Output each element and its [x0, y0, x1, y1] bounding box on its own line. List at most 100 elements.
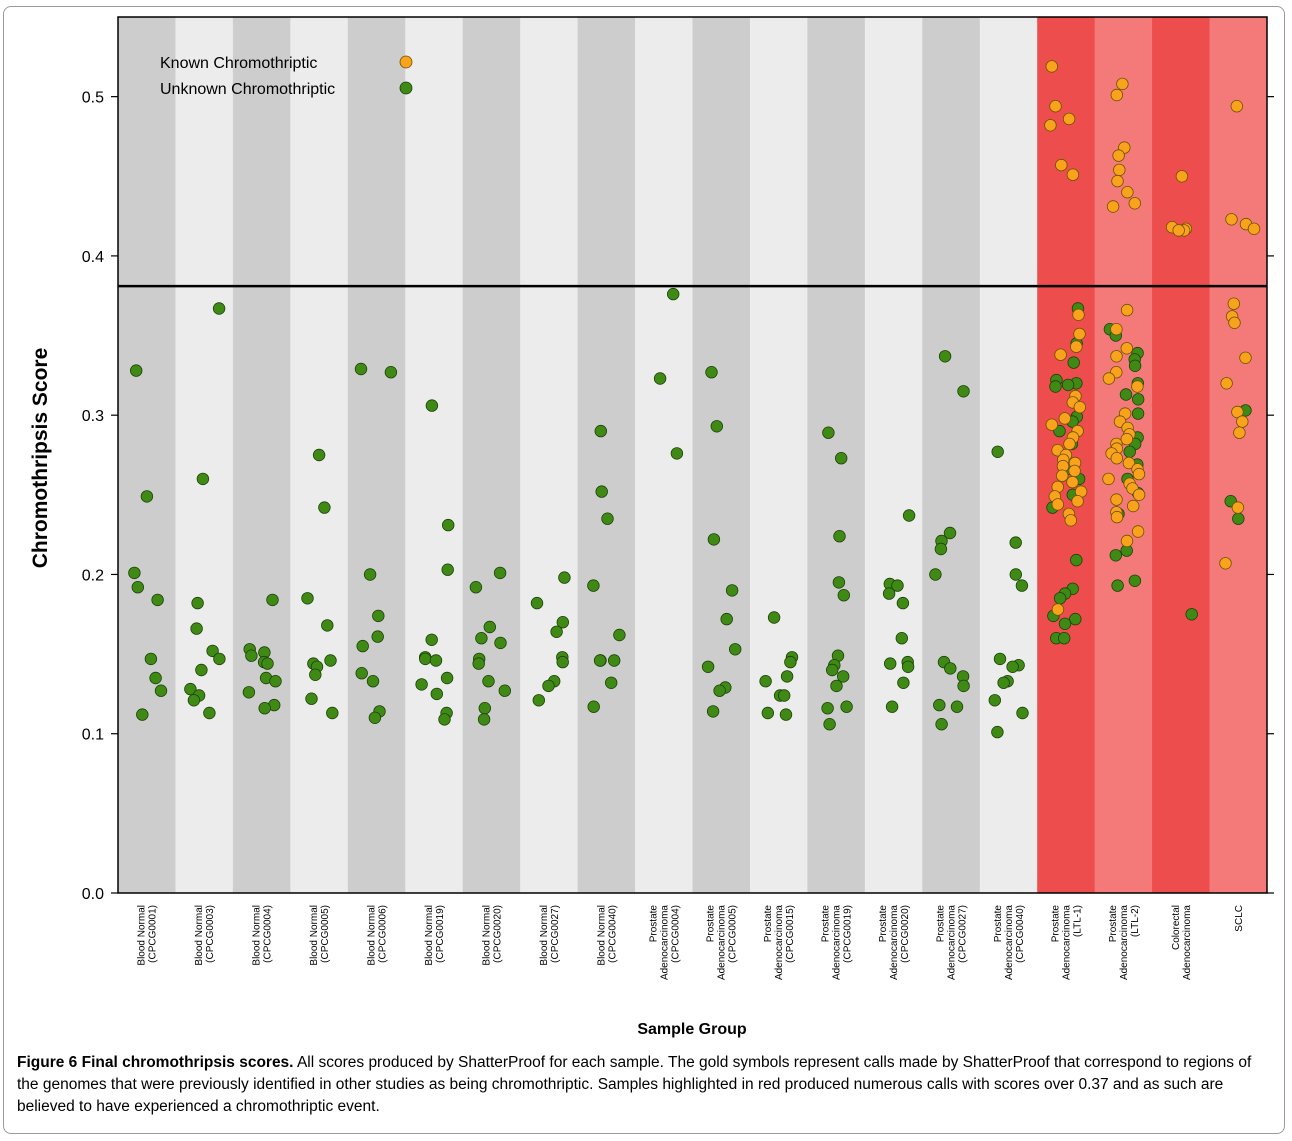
- x-category-label: (LTL-2): [1130, 905, 1141, 937]
- x-category-label: (CPCG0040): [1015, 905, 1026, 963]
- data-point: [1128, 197, 1142, 210]
- data-point: [1111, 174, 1124, 188]
- data-point: [1072, 308, 1085, 322]
- data-point: [1120, 432, 1134, 446]
- data-point: [1111, 579, 1124, 592]
- data-point: [835, 452, 848, 465]
- data-point: [1120, 534, 1134, 548]
- data-point: [710, 420, 724, 433]
- data-point: [1128, 359, 1142, 373]
- data-point: [556, 616, 570, 629]
- data-point: [384, 366, 398, 379]
- figure-frame: [3, 6, 1285, 1134]
- category-band: [1094, 17, 1153, 893]
- plot-border: [117, 16, 1268, 894]
- data-point: [1110, 452, 1124, 465]
- y-tick-label: 0.4: [82, 249, 104, 266]
- x-category-label: Prostate: [821, 905, 832, 943]
- data-point: [1110, 350, 1123, 363]
- data-point: [425, 399, 439, 412]
- x-category-label: Adenocarcinoma: [832, 905, 843, 980]
- category-band: [405, 17, 464, 893]
- data-point: [1055, 469, 1069, 482]
- x-category-label: (CPCG0027): [958, 905, 969, 963]
- data-point: [594, 424, 608, 438]
- legend: Known Chromothriptic Unknown Chromothrip…: [160, 55, 413, 98]
- data-point: [1231, 405, 1244, 419]
- data-point: [884, 657, 897, 670]
- legend-marker-known: [399, 55, 413, 69]
- data-point: [933, 698, 946, 712]
- data-point: [761, 706, 775, 720]
- data-point: [840, 700, 853, 713]
- data-point: [482, 675, 495, 688]
- data-point: [997, 676, 1010, 690]
- data-point: [1239, 351, 1252, 365]
- data-point: [154, 684, 168, 697]
- x-category-label: Adenocarcinoma: [1119, 905, 1130, 980]
- data-point: [1067, 356, 1080, 369]
- data-point: [1113, 163, 1126, 177]
- data-point: [822, 426, 835, 439]
- x-category-label: (CPCG0005): [728, 905, 739, 963]
- data-point: [1119, 388, 1133, 401]
- data-point: [1044, 119, 1057, 132]
- data-point: [1061, 378, 1075, 392]
- data-point: [1064, 514, 1078, 527]
- data-point: [556, 655, 569, 669]
- data-point: [477, 713, 491, 726]
- data-point: [595, 485, 608, 498]
- legend-label-unknown: Unknown Chromothriptic: [160, 81, 335, 98]
- data-point: [725, 584, 739, 597]
- data-point: [1009, 536, 1022, 549]
- data-point: [1230, 99, 1244, 113]
- y-axis-ticks: 0.0 0.1 0.2 0.3 0.4 0.5: [82, 90, 1274, 903]
- data-point: [368, 711, 382, 725]
- data-point: [532, 694, 546, 707]
- data-point: [944, 662, 957, 675]
- data-point: [935, 718, 948, 731]
- data-point: [1068, 464, 1081, 478]
- data-point: [601, 512, 614, 525]
- data-point: [1054, 348, 1067, 361]
- data-point: [1015, 579, 1029, 592]
- x-category-label: Blood Normal: [309, 905, 320, 966]
- data-point: [587, 579, 600, 592]
- legend-label-known: Known Chromothriptic: [160, 55, 317, 72]
- data-point: [832, 576, 846, 589]
- data-point: [128, 566, 141, 580]
- data-point: [1045, 60, 1059, 73]
- x-category-label: Blood Normal: [194, 905, 205, 966]
- data-point: [1131, 393, 1145, 406]
- category-band: [577, 17, 636, 893]
- data-point: [706, 705, 720, 718]
- data-point: [780, 670, 794, 683]
- x-category-label: (CPCG0003): [205, 905, 216, 963]
- category-band: [232, 17, 291, 893]
- data-points: [128, 60, 1261, 739]
- data-point: [1232, 512, 1245, 525]
- x-category-label: (CPCG0019): [843, 905, 854, 963]
- x-category-label: Adenocarcinoma: [1004, 905, 1015, 980]
- x-category-label: Adenocarcinoma: [1182, 905, 1193, 980]
- data-point: [1049, 99, 1062, 113]
- x-category-label: (CPCG0019): [435, 905, 446, 963]
- x-category-label: Adenocarcinoma: [889, 905, 900, 980]
- data-point: [988, 694, 1002, 707]
- data-point: [530, 596, 544, 610]
- data-point: [242, 686, 256, 699]
- data-point: [191, 596, 204, 610]
- data-point: [1071, 495, 1084, 508]
- data-point: [187, 694, 201, 707]
- category-band: [520, 17, 579, 893]
- x-axis-title: Sample Group: [637, 1021, 747, 1038]
- x-category-label: Prostate: [1108, 905, 1119, 943]
- data-point: [415, 678, 428, 691]
- x-category-label: (CPCG0004): [263, 905, 274, 963]
- data-point: [1006, 660, 1019, 674]
- category-band: [979, 17, 1038, 893]
- data-point: [667, 287, 680, 301]
- data-point: [498, 684, 512, 697]
- data-point: [1102, 372, 1116, 385]
- data-point: [269, 675, 282, 688]
